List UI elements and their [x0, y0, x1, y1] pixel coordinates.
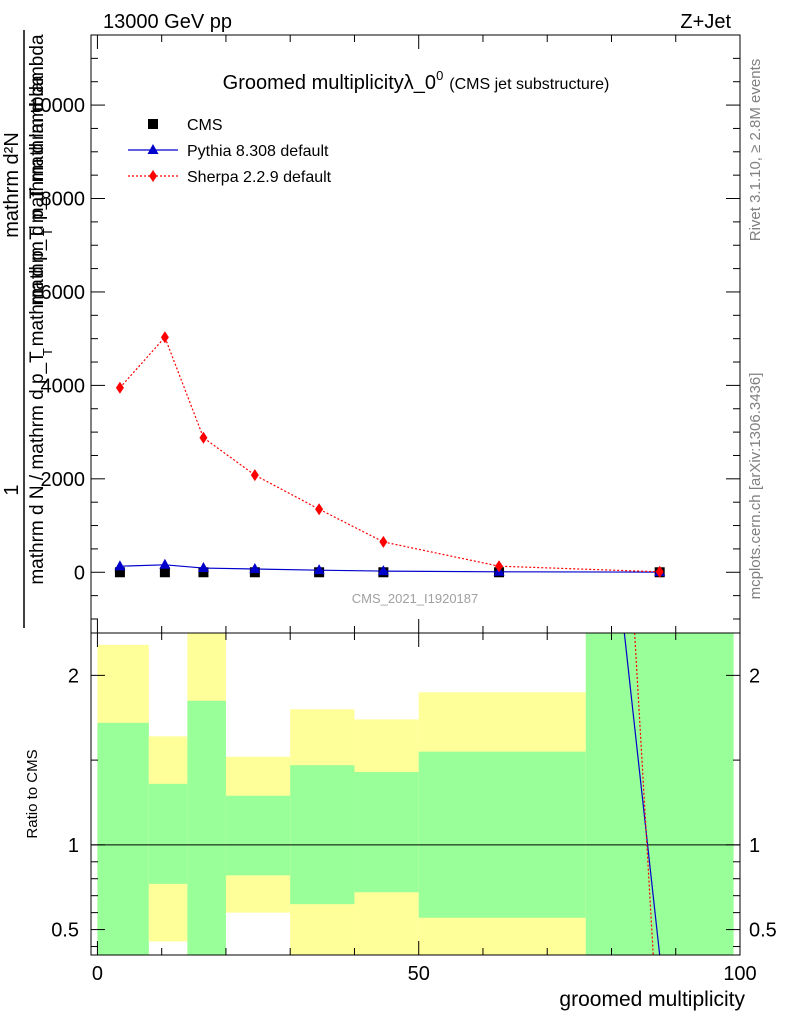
- x-tick-label: 0: [92, 963, 103, 985]
- green-band: [290, 765, 355, 905]
- green-band: [418, 751, 586, 918]
- ylabel-subscript-t2: T: [40, 348, 55, 356]
- data-point: [160, 331, 169, 344]
- ylabel-denominator-overlap: mathrm d p_T mathrm d lambda: [27, 34, 48, 305]
- data-point: [114, 560, 126, 571]
- data-point: [250, 469, 259, 482]
- data-point: [159, 558, 171, 569]
- green-band: [97, 722, 149, 955]
- ratio-y-tick-label: 2: [68, 665, 79, 687]
- ylabel-subscript-t1: T: [40, 228, 55, 236]
- ratio-y-tick-label-right: 2: [749, 665, 760, 687]
- header-right-text: Z+Jet: [680, 11, 731, 33]
- chart-title-main: Groomed multiplicityλ_0: [223, 72, 436, 94]
- data-point: [377, 565, 389, 576]
- watermark-text: CMS_2021_I1920187: [352, 591, 479, 606]
- data-point: [315, 503, 324, 516]
- upper-y-tick-label: 2000: [41, 469, 86, 491]
- chart-title-subtitle: (CMS jet substructure): [449, 76, 609, 93]
- header-left-text: 13000 GeV pp: [103, 11, 232, 33]
- x-tick-label: 50: [408, 963, 430, 985]
- ratio-uncertainty-bands: [97, 633, 734, 955]
- upper-axis-ticks: 0 2000 4000 6000 8000 10000: [29, 35, 741, 633]
- green-band: [585, 633, 734, 955]
- data-point: [159, 567, 170, 578]
- series-line: [119, 564, 660, 573]
- data-point: [197, 562, 209, 573]
- ylabel-denominator: mathrm d N / mathrm d p_T mathrm d p_T m…: [27, 75, 48, 585]
- ratio-axis-ticks: 0.5 0.5 1 1 2 2 0 50 100: [51, 633, 777, 985]
- data-point: [495, 560, 504, 573]
- legend-label: Sherpa 2.2.9 default: [187, 169, 332, 186]
- upper-y-tick-label: 4000: [41, 375, 86, 397]
- upper-y-tick-label: 10000: [29, 95, 85, 117]
- ratio-y-tick-label-right: 1: [749, 835, 760, 857]
- ratio-y-tick-label: 0.5: [51, 920, 79, 942]
- ratio-y-axis-label: Ratio to CMS: [24, 749, 41, 838]
- mcplots-label: mcplots.cern.ch [arXiv:1306.3436]: [747, 373, 764, 600]
- ratio-y-tick-label-right: 0.5: [749, 920, 777, 942]
- upper-y-tick-label: 6000: [41, 282, 86, 304]
- ratio-frame: [90, 632, 741, 956]
- series-2: [115, 331, 664, 578]
- legend-marker: [149, 170, 157, 182]
- data-point: [115, 381, 124, 394]
- ratio-series-layer: [623, 632, 661, 956]
- data-point: [379, 535, 388, 548]
- green-band: [354, 771, 419, 893]
- upper-y-tick-label: 0: [74, 562, 85, 584]
- series-1: [114, 558, 666, 577]
- green-band: [187, 700, 226, 955]
- legend: CMS Pythia 8.308 default Sherpa 2.2.9 defa…: [128, 117, 332, 186]
- green-band: [148, 783, 188, 884]
- legend-marker: [148, 119, 158, 129]
- upper-series-layer: [114, 331, 666, 578]
- data-point: [249, 562, 261, 573]
- chart-title-superscript: 0: [436, 68, 443, 83]
- upper-panel: Groomed multiplicityλ_00(CMS jet substru…: [29, 34, 741, 634]
- rivet-version-label: Rivet 3.1.10, ≥ 2.8M events: [747, 59, 764, 242]
- data-point: [198, 567, 209, 578]
- chart-title: Groomed multiplicityλ_00 (CMS jet substru…: [223, 68, 610, 94]
- series-line: [119, 336, 660, 573]
- data-point: [655, 565, 664, 578]
- legend-label: Pythia 8.308 default: [187, 143, 329, 160]
- data-point: [114, 567, 125, 578]
- ylabel-numerator-one: 1: [1, 484, 23, 495]
- green-band: [225, 795, 291, 876]
- x-tick-label: 100: [723, 963, 756, 985]
- ratio-panel: 0.5 0.5 1 1 2 2 0 50 100 Ratio to CMS: [24, 632, 777, 985]
- upper-y-tick-label: 8000: [41, 189, 86, 211]
- x-axis-label: groomed multiplicity: [559, 988, 745, 1011]
- legend-label: CMS: [187, 117, 223, 134]
- upper-y-axis-label: 1 mathrm d²N mathrm d N / mathrm d p_T m…: [1, 30, 55, 628]
- legend-marker: [147, 144, 159, 154]
- ratio-y-tick-label: 1: [68, 835, 79, 857]
- ylabel-numerator-overlap: mathrm d²N: [1, 132, 23, 238]
- svg-text:Groomed multiplicityλ_00(CMS j: Groomed multiplicityλ_00 (CMS jet substru…: [223, 68, 610, 94]
- data-point: [199, 431, 208, 444]
- ratio-series-line: [634, 632, 654, 956]
- data-point: [313, 564, 325, 575]
- ratio-series-line: [623, 632, 661, 956]
